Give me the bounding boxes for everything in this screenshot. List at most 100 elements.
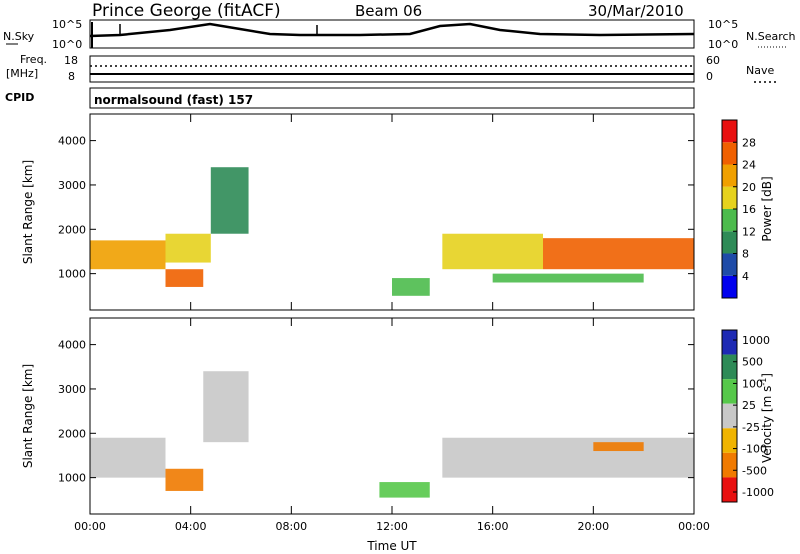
power-panel: 1000 2000 3000 4000 Slant Range [km] (21, 113, 695, 311)
velocity-colorbar-block (722, 428, 737, 453)
x-tick-label: 00:00 (74, 520, 106, 533)
heatmap-cell (165, 233, 211, 263)
heatmap-cell (210, 167, 249, 234)
power-colorbar-ticks: 4 8 12 16 20 24 28 (733, 136, 756, 283)
station-title: Prince George (fitACF) (92, 1, 281, 21)
y-tick-label: 2000 (58, 223, 86, 236)
noise-tick-top-right: 10^5 (708, 18, 738, 31)
heatmap-cell (492, 273, 644, 283)
velocity-colorbar-tick-label: -100 (742, 443, 767, 456)
power-regions (90, 167, 694, 296)
power-colorbar-block (722, 186, 737, 209)
power-colorbar-block (722, 253, 737, 276)
heatmap-cell (442, 437, 694, 478)
velocity-colorbar-tick-label: 25 (742, 399, 756, 412)
velocity-colorbar-label-main: Velocity [m s (760, 386, 774, 463)
y-tick-label: 4000 (58, 135, 86, 148)
velocity-colorbar-tick-label: 1000 (742, 334, 770, 347)
heatmap-cell (392, 278, 430, 296)
noise-tick-bottom-right: 10^0 (708, 38, 738, 51)
x-tick-label: 00:00 (678, 520, 710, 533)
freq-panel: Freq. [MHz] 18 8 60 0 Nave (6, 53, 776, 83)
velocity-colorbar-tick-label: -500 (742, 464, 767, 477)
power-colorbar-block (722, 209, 737, 232)
cpid-frame (89, 87, 695, 109)
y-tick-label: 1000 (58, 472, 86, 485)
x-tick-label: 08:00 (275, 520, 307, 533)
y-tick-label: 2000 (58, 427, 86, 440)
noise-sky-line (89, 22, 695, 38)
noise-left-label: N.Sky (3, 30, 35, 43)
heatmap-cell (165, 468, 204, 491)
x-tick-label: 12:00 (376, 520, 408, 533)
heatmap-cell (379, 482, 430, 498)
velocity-colorbar-tick-label: 100 (742, 377, 763, 390)
x-tick-label: 04:00 (175, 520, 207, 533)
power-colorbar-block (722, 120, 737, 143)
velocity-ylabel: Slant Range [km] (21, 364, 35, 468)
power-colorbar-label: Power [dB] (760, 176, 774, 241)
date-title: 30/Mar/2010 (588, 2, 684, 20)
cpid-panel: CPID normalsound (fast) 157 (5, 87, 695, 109)
y-tick-label: 4000 (58, 339, 86, 352)
velocity-colorbar-frame (721, 329, 738, 503)
velocity-colorbar-ticks: 1000 500 100 25 -25 -100 -500 -1000 (733, 334, 774, 499)
velocity-colorbar-blocks (722, 330, 737, 502)
velocity-axes: 1000 2000 3000 4000 00:00 04:00 08:00 12:00 16:0… (58, 318, 710, 533)
velocity-colorbar-label: Velocity [m s-1] (759, 373, 774, 463)
velocity-colorbar-tick-label: -25 (742, 421, 760, 434)
velocity-colorbar-block (722, 477, 737, 502)
power-colorbar: 4 8 12 16 20 24 28 Power [dB] (721, 119, 774, 299)
x-axis-title: Time UT (366, 539, 417, 553)
freq-label: Freq. (20, 53, 47, 66)
noise-tick-top-left: 10^5 (52, 18, 82, 31)
velocity-colorbar-block (722, 452, 737, 478)
power-colorbar-tick-label: 12 (742, 225, 756, 238)
heatmap-cell (543, 238, 694, 270)
power-colorbar-tick-label: 28 (742, 136, 756, 149)
x-tick-label: 16:00 (477, 520, 509, 533)
velocity-colorbar-tick-label: 500 (742, 356, 763, 369)
velocity-colorbar-block (722, 354, 737, 380)
heatmap-cell (165, 269, 204, 287)
velocity-colorbar-label-end: ] (760, 373, 774, 378)
cpid-label: CPID (5, 91, 34, 104)
power-colorbar-block (722, 231, 737, 254)
power-colorbar-tick-label: 8 (742, 248, 749, 261)
noise-tick-bottom-left: 10^0 (52, 38, 82, 51)
y-tick-label: 3000 (58, 179, 86, 192)
velocity-colorbar-label-sup: -1 (759, 378, 768, 386)
nave-label: Nave (746, 64, 774, 77)
power-colorbar-tick-label: 4 (742, 270, 749, 283)
velocity-panel: 1000 2000 3000 4000 00:00 04:00 08:00 12:00 16:0… (21, 317, 710, 533)
freq-unit: [MHz] (6, 67, 38, 80)
velocity-colorbar-block (722, 379, 737, 404)
beam-title: Beam 06 (355, 2, 422, 20)
power-ylabel: Slant Range [km] (21, 160, 35, 264)
velocity-regions (90, 371, 694, 498)
power-colorbar-tick-label: 24 (742, 159, 756, 172)
power-axes: 1000 2000 3000 4000 (58, 114, 695, 310)
nave-tick-top: 60 (706, 54, 720, 67)
noise-panel: N.Sky 10^5 10^0 10^5 10^0 N.Search (3, 18, 796, 51)
freq-tick-top: 18 (64, 54, 78, 67)
velocity-colorbar-block (722, 330, 737, 355)
power-colorbar-tick-label: 20 (742, 181, 756, 194)
velocity-colorbar: 1000 500 100 25 -25 -100 -500 -1000 Velocity [m… (721, 329, 774, 503)
nave-tick-bottom: 0 (706, 70, 713, 83)
power-colorbar-blocks (722, 120, 737, 298)
heatmap-cell (90, 240, 166, 270)
heatmap-cell (90, 437, 166, 478)
velocity-colorbar-tick-label: -1000 (742, 486, 774, 499)
power-colorbar-tick-label: 16 (742, 203, 756, 216)
freq-frame (89, 55, 695, 83)
heatmap-cell (442, 233, 543, 270)
power-colorbar-block (722, 275, 737, 298)
heatmap-cell (203, 371, 249, 443)
power-colorbar-block (722, 164, 737, 187)
freq-tick-bottom: 8 (68, 70, 75, 83)
power-colorbar-block (722, 142, 737, 165)
heatmap-cell (593, 442, 644, 452)
noise-right-label: N.Search (746, 30, 796, 43)
